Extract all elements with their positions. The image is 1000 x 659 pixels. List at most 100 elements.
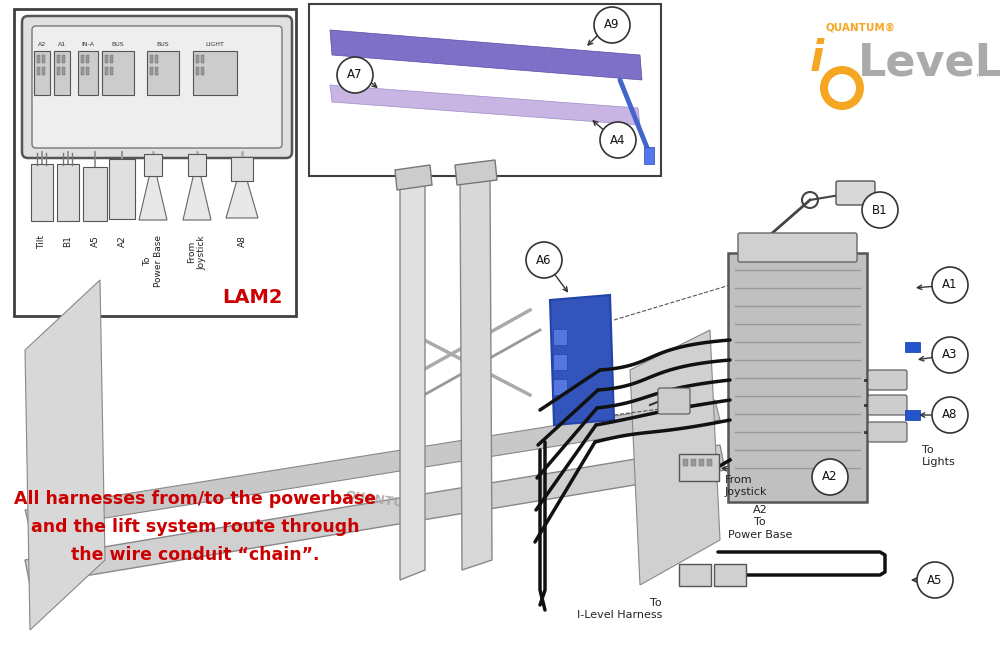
- Wedge shape: [828, 74, 856, 102]
- Circle shape: [932, 397, 968, 433]
- FancyBboxPatch shape: [42, 55, 45, 63]
- Text: To
I-Level Harness: To I-Level Harness: [577, 598, 662, 620]
- FancyBboxPatch shape: [57, 55, 60, 63]
- FancyBboxPatch shape: [728, 253, 867, 502]
- FancyBboxPatch shape: [81, 55, 84, 63]
- FancyBboxPatch shape: [904, 409, 920, 420]
- Text: i: i: [810, 38, 824, 80]
- Text: IN-A: IN-A: [82, 42, 94, 47]
- Circle shape: [932, 267, 968, 303]
- FancyBboxPatch shape: [679, 454, 719, 481]
- Polygon shape: [139, 160, 167, 220]
- Text: B1: B1: [872, 204, 888, 217]
- Text: QUANTUM®: QUANTUM®: [825, 22, 895, 32]
- Text: All harnesses from/to the powerbase
and the lift system route through
the wire c: All harnesses from/to the powerbase and …: [14, 490, 376, 563]
- FancyBboxPatch shape: [150, 55, 153, 63]
- Text: A9: A9: [604, 18, 620, 32]
- Text: A8: A8: [238, 235, 246, 247]
- FancyBboxPatch shape: [86, 67, 89, 75]
- FancyBboxPatch shape: [155, 67, 158, 75]
- FancyBboxPatch shape: [714, 564, 746, 586]
- FancyBboxPatch shape: [155, 55, 158, 63]
- Circle shape: [917, 562, 953, 598]
- FancyBboxPatch shape: [37, 67, 40, 75]
- FancyBboxPatch shape: [14, 9, 296, 316]
- FancyBboxPatch shape: [54, 51, 70, 95]
- FancyBboxPatch shape: [62, 55, 65, 63]
- Text: A2: A2: [38, 42, 46, 47]
- Text: A2: A2: [822, 471, 838, 484]
- Text: From
Joystick: From Joystick: [187, 235, 207, 270]
- FancyBboxPatch shape: [644, 147, 654, 164]
- FancyBboxPatch shape: [110, 55, 113, 63]
- FancyBboxPatch shape: [22, 16, 292, 158]
- FancyBboxPatch shape: [105, 55, 108, 63]
- FancyBboxPatch shape: [691, 459, 696, 466]
- FancyBboxPatch shape: [105, 67, 108, 75]
- Polygon shape: [455, 160, 497, 185]
- Text: A6: A6: [536, 254, 552, 266]
- FancyBboxPatch shape: [231, 157, 253, 181]
- FancyBboxPatch shape: [193, 51, 237, 95]
- Circle shape: [862, 192, 898, 228]
- Polygon shape: [395, 165, 432, 190]
- FancyBboxPatch shape: [679, 564, 711, 586]
- FancyBboxPatch shape: [150, 67, 153, 75]
- Text: A5: A5: [927, 573, 943, 587]
- FancyBboxPatch shape: [34, 51, 50, 95]
- Text: To
Lights: To Lights: [922, 445, 956, 467]
- Text: LeveL: LeveL: [858, 42, 1000, 85]
- FancyBboxPatch shape: [868, 422, 907, 442]
- Polygon shape: [630, 330, 720, 585]
- FancyBboxPatch shape: [553, 379, 567, 395]
- FancyBboxPatch shape: [699, 459, 704, 466]
- FancyBboxPatch shape: [32, 26, 282, 148]
- Polygon shape: [25, 280, 105, 630]
- FancyBboxPatch shape: [147, 51, 179, 95]
- FancyBboxPatch shape: [309, 4, 661, 176]
- FancyBboxPatch shape: [62, 67, 65, 75]
- FancyBboxPatch shape: [37, 55, 40, 63]
- FancyBboxPatch shape: [57, 67, 60, 75]
- FancyBboxPatch shape: [658, 388, 690, 414]
- Circle shape: [337, 57, 373, 93]
- FancyBboxPatch shape: [102, 51, 134, 95]
- FancyBboxPatch shape: [86, 55, 89, 63]
- Polygon shape: [330, 30, 642, 80]
- Polygon shape: [226, 163, 258, 218]
- Text: A1: A1: [942, 279, 958, 291]
- FancyBboxPatch shape: [683, 459, 688, 466]
- Text: A7: A7: [347, 69, 363, 82]
- FancyBboxPatch shape: [196, 67, 199, 75]
- Polygon shape: [25, 445, 725, 585]
- Text: ™: ™: [975, 72, 985, 82]
- Circle shape: [812, 459, 848, 495]
- FancyBboxPatch shape: [868, 370, 907, 390]
- Circle shape: [526, 242, 562, 278]
- Text: A5: A5: [90, 235, 100, 247]
- Polygon shape: [550, 295, 614, 425]
- FancyBboxPatch shape: [707, 459, 712, 466]
- Text: B1: B1: [64, 235, 72, 247]
- Text: LAM2: LAM2: [222, 288, 283, 307]
- Text: A2: A2: [118, 235, 126, 246]
- FancyBboxPatch shape: [109, 159, 135, 219]
- Text: To
Power Base: To Power Base: [143, 235, 163, 287]
- Circle shape: [600, 122, 636, 158]
- FancyBboxPatch shape: [196, 55, 199, 63]
- FancyBboxPatch shape: [868, 395, 907, 415]
- Wedge shape: [820, 66, 864, 110]
- FancyBboxPatch shape: [836, 181, 875, 205]
- FancyBboxPatch shape: [31, 164, 53, 221]
- Text: A1: A1: [58, 42, 66, 47]
- FancyBboxPatch shape: [78, 51, 98, 95]
- FancyBboxPatch shape: [110, 67, 113, 75]
- FancyBboxPatch shape: [81, 67, 84, 75]
- Text: BUS: BUS: [157, 42, 169, 47]
- Polygon shape: [183, 160, 211, 220]
- Text: A2
To
Power Base: A2 To Power Base: [728, 505, 792, 540]
- Text: BUS: BUS: [112, 42, 124, 47]
- FancyBboxPatch shape: [553, 329, 567, 345]
- Polygon shape: [460, 175, 492, 570]
- FancyBboxPatch shape: [83, 167, 107, 221]
